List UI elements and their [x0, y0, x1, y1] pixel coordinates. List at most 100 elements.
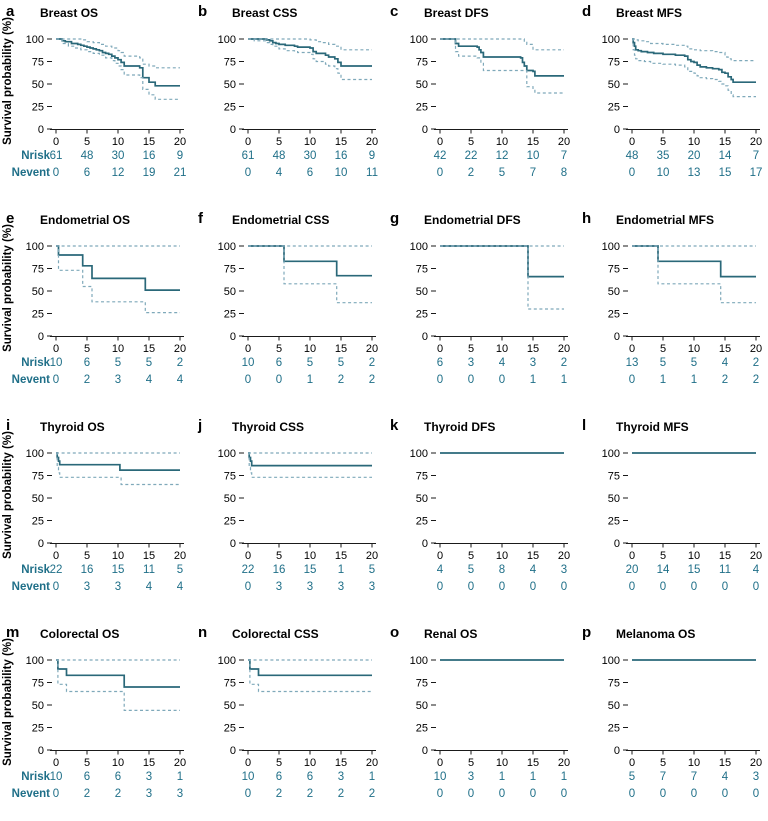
n-event-value: 0	[244, 167, 252, 179]
n-risk-value: 11	[143, 564, 155, 576]
x-tick-label: 0	[245, 136, 251, 148]
n-risk-value: 3	[560, 564, 568, 576]
y-tick-label: 75	[416, 470, 428, 482]
n-risk-value: 6	[114, 771, 122, 783]
n-event-value: 2	[337, 374, 345, 386]
n-risk-value: 6	[83, 357, 91, 369]
panel-header: i Thyroid OS	[0, 417, 192, 443]
km-estimate-curve	[56, 38, 180, 87]
confidence-interval-curve	[632, 245, 756, 304]
n-risk-value: 3	[145, 771, 153, 783]
y-tick-label: 75	[32, 263, 44, 275]
confidence-interval-curve	[56, 452, 180, 486]
n-risk-label: Nrisk	[21, 771, 50, 783]
km-panel: Survival probability (%) e Endometrial O…	[0, 210, 192, 390]
y-tick-label: 75	[608, 56, 620, 68]
y-tick-label: 75	[32, 56, 44, 68]
y-tick-label: 25	[416, 515, 428, 527]
x-tick-label: 0	[245, 550, 251, 562]
panel-header: p Melanoma OS	[576, 624, 768, 650]
n-event-value: 7	[529, 167, 537, 179]
n-risk-value: 22	[49, 564, 63, 576]
survival-plot: 0 25 50 75 100 0 5 10 15 20	[410, 241, 570, 355]
y-tick-label: 50	[224, 79, 236, 91]
km-panel: d Breast MFS 0 25 50 75 100 0 5 10 15 20 48 35 20 14…	[576, 3, 768, 183]
x-tick-label: 5	[84, 550, 90, 562]
panel-title: Melanoma OS	[616, 627, 696, 641]
n-risk-value: 30	[303, 150, 317, 162]
y-tick-label: 100	[26, 448, 44, 460]
y-tick-label: 0	[38, 331, 44, 343]
n-risk-value: 10	[49, 357, 63, 369]
y-tick-label: 50	[32, 700, 44, 712]
y-tick-label: 100	[602, 655, 620, 667]
n-event-row: 0 4 6 10 11	[192, 166, 384, 183]
x-tick-label: 10	[304, 343, 316, 355]
n-risk-value: 3	[467, 357, 475, 369]
n-event-value: 0	[436, 581, 444, 593]
x-tick-label: 20	[558, 550, 570, 562]
n-event-row: 0 3 3 3 3	[192, 580, 384, 597]
n-risk-value: 15	[687, 564, 701, 576]
x-tick-label: 15	[335, 757, 347, 769]
x-tick-label: 20	[750, 136, 762, 148]
km-estimate-curve	[248, 245, 372, 277]
km-panel: c Breast DFS 0 25 50 75 100 0 5 10 15 20 42 22 12 10…	[384, 3, 576, 183]
n-risk-value: 16	[272, 564, 286, 576]
n-event-row: 0 0 0 0 0	[576, 787, 768, 804]
x-tick-label: 5	[276, 757, 282, 769]
y-tick-label: 100	[218, 34, 236, 46]
x-tick-label: 5	[660, 757, 666, 769]
n-event-value: 0	[690, 788, 698, 800]
n-risk-row: 20 14 15 11 4	[576, 563, 768, 580]
n-event-label: Nevent	[11, 374, 50, 386]
panel-letter: o	[390, 624, 400, 641]
panel-title: Breast OS	[40, 6, 99, 20]
y-tick-label: 100	[602, 241, 620, 253]
y-tick-label: 100	[26, 655, 44, 667]
n-risk-value: 6	[436, 357, 444, 369]
panel-letter: j	[198, 417, 203, 434]
n-event-value: 21	[173, 167, 187, 179]
n-event-value: 0	[467, 374, 475, 386]
y-tick-label: 75	[32, 470, 44, 482]
confidence-interval-curve	[248, 452, 372, 478]
x-tick-label: 5	[276, 136, 282, 148]
y-tick-label: 25	[416, 308, 428, 320]
n-event-value: 0	[529, 788, 537, 800]
n-event-value: 3	[145, 788, 153, 800]
y-tick-label: 75	[416, 56, 428, 68]
n-risk-value: 6	[275, 357, 283, 369]
panel-header: d Breast MFS	[576, 3, 768, 29]
n-event-row: 0 2 5 7 8	[384, 166, 576, 183]
panel-letter: h	[582, 210, 592, 227]
panel-header: a Breast OS	[0, 3, 192, 29]
n-event-row: 0 0 1 2 2	[192, 373, 384, 390]
x-tick-label: 0	[245, 343, 251, 355]
n-risk-value: 2	[176, 357, 184, 369]
n-risk-row: 4 5 8 4 3	[384, 563, 576, 580]
x-tick-label: 20	[366, 757, 378, 769]
n-event-value: 2	[306, 788, 314, 800]
n-event-value: 0	[498, 581, 506, 593]
y-tick-label: 25	[32, 722, 44, 734]
n-risk-value: 6	[306, 771, 314, 783]
panel-title: Endometrial OS	[40, 213, 131, 227]
y-tick-label: 50	[32, 286, 44, 298]
n-event-value: 6	[83, 167, 91, 179]
x-tick-label: 0	[245, 757, 251, 769]
n-risk-value: 6	[83, 771, 91, 783]
confidence-interval-curve	[632, 38, 756, 62]
n-event-row: 0 0 0 0 0	[384, 580, 576, 597]
y-tick-label: 50	[416, 700, 428, 712]
n-risk-value: 48	[625, 150, 639, 162]
n-risk-label: Nrisk	[21, 357, 50, 369]
n-risk-value: 5	[337, 357, 345, 369]
y-tick-label: 50	[416, 286, 428, 298]
n-risk-value: 3	[529, 357, 537, 369]
x-tick-label: 0	[53, 136, 59, 148]
x-tick-label: 15	[143, 757, 155, 769]
n-risk-value: 11	[719, 564, 731, 576]
n-event-value: 0	[436, 167, 444, 179]
